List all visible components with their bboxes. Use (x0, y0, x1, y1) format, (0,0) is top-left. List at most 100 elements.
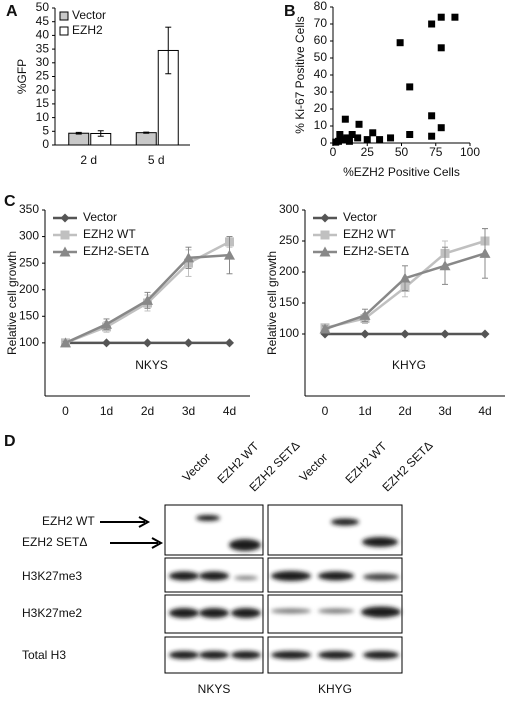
legend-marker (60, 230, 70, 240)
marker (60, 337, 71, 348)
y-tick-label: 5 (42, 123, 49, 137)
legend-label: Vector (343, 210, 377, 224)
legend-label: EZH2 WT (343, 227, 396, 241)
lane-label: Vector (296, 450, 330, 484)
x-tick-label: 2d (141, 404, 154, 418)
point (428, 132, 436, 140)
legend-label: EZH2 (72, 23, 103, 37)
y-tick-label: 30 (36, 55, 50, 69)
y-tick-label: 70 (314, 16, 328, 30)
row-label: H3K27me3 (22, 569, 82, 583)
y-tick-label: 15 (36, 96, 50, 110)
y-tick-label: 200 (279, 264, 299, 278)
y-tick-label: 35 (36, 41, 50, 55)
marker (142, 294, 153, 305)
y-tick-label: 50 (314, 50, 328, 64)
x-tick-label: 0 (62, 404, 69, 418)
point (341, 115, 349, 123)
blot-frames (164, 504, 403, 674)
marker (184, 338, 193, 348)
row-label: EZH2 WT (42, 514, 95, 528)
y-axis-title: Relative cell growth (265, 251, 279, 355)
bands (169, 515, 401, 659)
legend-label: Vector (83, 210, 117, 224)
group-label: NKYS (198, 682, 231, 696)
y-tick-label: 40 (314, 67, 328, 81)
y-axis-title: % Ki-67 Positive Cells (293, 16, 307, 133)
point (332, 138, 340, 146)
legend-swatch (59, 11, 69, 21)
y-tick-label: 350 (19, 202, 39, 216)
point (396, 39, 404, 47)
y-tick-label: 30 (314, 84, 328, 98)
y-tick-label: 100 (279, 326, 299, 340)
legend-label: EZH2-SETΔ (83, 244, 149, 258)
x-tick-label: 50 (395, 145, 409, 159)
point (363, 136, 371, 144)
annotation: NKYS (135, 358, 168, 372)
marker (359, 309, 371, 320)
row-label: EZH2 SETΔ (22, 535, 87, 549)
blot: Vector EZH2 WT EZH2 SETΔ Vector EZH2 WT … (22, 438, 436, 696)
point (387, 134, 395, 142)
y-tick-label: 50 (36, 0, 50, 14)
x-axis-title: %EZH2 Positive Cells (343, 165, 460, 179)
annotation: KHYG (392, 358, 426, 372)
y-tick-label: 150 (279, 295, 299, 309)
point (369, 129, 377, 137)
legend-marker (320, 213, 330, 223)
y-tick-label: 0 (320, 135, 327, 149)
panel-label: B (284, 3, 296, 20)
y-axis-title: %GFP (15, 59, 29, 94)
y-tick-label: 10 (314, 118, 328, 132)
x-tick-label: 25 (361, 145, 375, 159)
legend-marker (319, 246, 331, 257)
y-tick-label: 100 (19, 335, 39, 349)
y-tick-label: 60 (314, 33, 328, 47)
y-tick-label: 80 (314, 0, 328, 13)
marker (480, 329, 490, 339)
x-tick-label: 3d (438, 404, 451, 418)
bar (135, 132, 157, 146)
legend-marker (60, 213, 70, 223)
legend-marker (320, 230, 330, 240)
point (451, 13, 459, 21)
x-tick-label: 4d (223, 404, 236, 418)
arrow (151, 537, 164, 549)
y-tick-label: 20 (314, 101, 328, 115)
y-tick-label: 45 (36, 14, 50, 28)
group-label: KHYG (318, 682, 352, 696)
marker (101, 318, 112, 329)
y-axis-title: Relative cell growth (5, 251, 19, 355)
x-tick-label: 100 (460, 145, 480, 159)
y-tick-label: 300 (19, 229, 39, 243)
marker (224, 249, 235, 260)
marker (439, 260, 451, 271)
panel-label: C (4, 193, 16, 210)
y-tick-label: 10 (36, 110, 50, 124)
x-tick-label: 5 d (148, 153, 165, 167)
point (437, 124, 445, 132)
y-tick-label: 0 (42, 137, 49, 151)
marker (102, 338, 111, 348)
marker (440, 329, 450, 339)
y-tick-label: 200 (19, 282, 39, 296)
row-label: H3K27me2 (22, 606, 82, 620)
marker (399, 272, 411, 283)
y-tick-label: 40 (36, 28, 50, 42)
point (348, 131, 356, 138)
panel-label: A (6, 3, 18, 20)
point (336, 131, 344, 138)
point (343, 134, 351, 142)
y-tick-label: 25 (36, 69, 50, 83)
marker (143, 338, 152, 348)
marker (400, 329, 410, 339)
lane-label: Vector (179, 450, 213, 484)
arrow (138, 516, 151, 528)
marker (183, 252, 194, 263)
x-tick-label: 2 d (80, 153, 97, 167)
legend-label: EZH2 WT (83, 227, 136, 241)
panel-label: D (4, 433, 16, 450)
point (406, 83, 414, 91)
marker (360, 329, 370, 339)
